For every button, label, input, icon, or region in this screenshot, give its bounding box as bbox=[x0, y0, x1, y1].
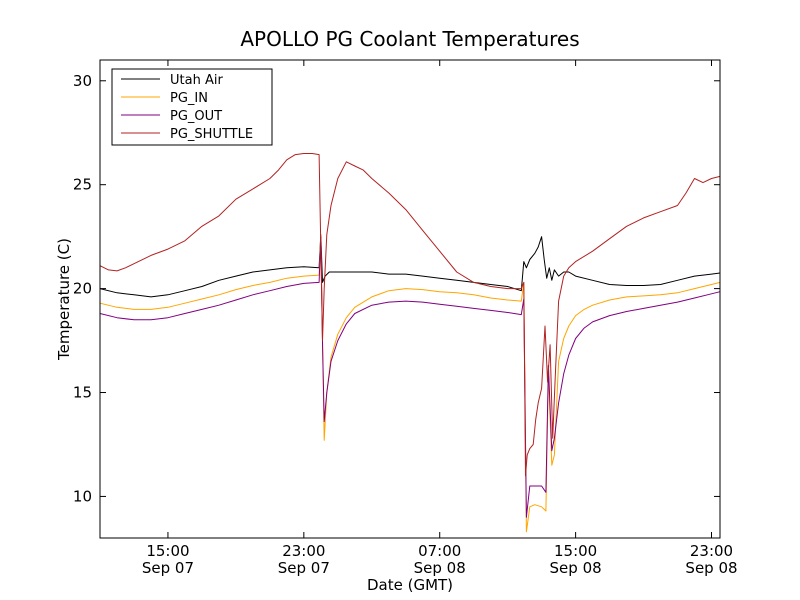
x-tick-time-label: 15:00 bbox=[554, 542, 597, 560]
series-layer bbox=[99, 153, 721, 533]
x-tick-time-label: 07:00 bbox=[418, 542, 461, 560]
series-line-pg-shuttle bbox=[99, 153, 721, 477]
x-tick-date-label: Sep 08 bbox=[550, 559, 602, 577]
y-tick-label: 10 bbox=[73, 487, 92, 505]
series-line-pg-in bbox=[99, 234, 721, 533]
series-line-pg-out bbox=[99, 236, 721, 518]
x-tick-time-label: 15:00 bbox=[146, 542, 189, 560]
legend-label-pg-out: PG_OUT bbox=[170, 109, 222, 124]
x-tick-date-label: Sep 08 bbox=[414, 559, 466, 577]
x-tick-date-label: Sep 07 bbox=[142, 559, 194, 577]
x-tick-time-label: 23:00 bbox=[690, 542, 733, 560]
y-tick-label: 25 bbox=[73, 176, 92, 194]
legend-label-utah-air: Utah Air bbox=[170, 73, 223, 88]
y-tick-label: 20 bbox=[73, 280, 92, 298]
legend-label-pg-in: PG_IN bbox=[170, 91, 208, 106]
x-axis-label: Date (GMT) bbox=[367, 576, 453, 594]
legend-label-pg-shuttle: PG_SHUTTLE bbox=[170, 127, 253, 142]
y-tick-label: 30 bbox=[73, 72, 92, 90]
x-tick-date-label: Sep 07 bbox=[278, 559, 330, 577]
series-line-utah-air bbox=[99, 234, 721, 298]
chart-title: APOLLO PG Coolant Temperatures bbox=[240, 27, 579, 51]
y-tick-label: 15 bbox=[73, 384, 92, 402]
legend-box bbox=[111, 68, 273, 146]
x-tick-date-label: Sep 08 bbox=[685, 559, 737, 577]
y-axis-label: Temperature (C) bbox=[55, 238, 73, 361]
x-tick-time-label: 23:00 bbox=[282, 542, 325, 560]
plot-area-frame bbox=[99, 59, 721, 539]
legend: Utah Air PG_IN PG_OUT PG_SHUTTLE bbox=[111, 68, 273, 146]
